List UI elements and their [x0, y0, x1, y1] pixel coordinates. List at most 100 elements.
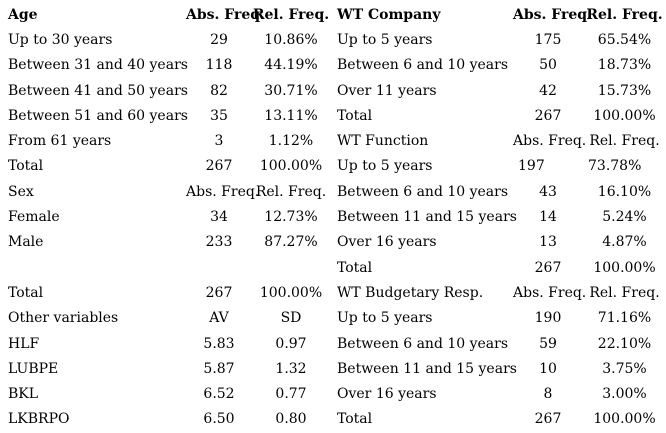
- left-label-cell: Between 31 and 40 years: [8, 57, 188, 74]
- table-row: Between 31 and 40 years 118 44.19% Betwe…: [0, 53, 666, 78]
- left-label-cell: Up to 30 years: [8, 31, 113, 48]
- table-row: Age Abs. Freq. Rel. Freq. WT Company Abs…: [0, 2, 666, 27]
- right-label-cell: Over 16 years: [337, 386, 437, 403]
- table-row: Between 51 and 60 years 35 13.11% Total …: [0, 103, 666, 128]
- left-rel-cell: 1.32: [275, 360, 307, 377]
- left-label-cell: Total: [8, 158, 44, 175]
- right-abs-cell: Abs. Freq.: [513, 284, 587, 301]
- left-rel-cell: SD: [280, 310, 302, 327]
- right-rel-cell: 15.73%: [597, 82, 652, 99]
- left-abs-cell: 5.87: [203, 360, 235, 377]
- left-rel-cell: 1.12%: [268, 133, 314, 150]
- left-rel-cell: Rel. Freq.: [252, 6, 330, 23]
- left-label-cell: Sex: [8, 183, 34, 200]
- right-abs-cell: 50: [539, 57, 557, 74]
- left-rel-cell: 100.00%: [259, 158, 323, 175]
- left-rel-cell: Rel. Freq.: [255, 183, 327, 200]
- left-abs-cell: 29: [210, 31, 228, 48]
- right-abs-cell: 42: [539, 82, 557, 99]
- right-label-cell: Over 11 years: [337, 82, 437, 99]
- left-abs-cell: AV: [209, 310, 229, 327]
- left-abs-cell: 6.52: [203, 386, 235, 403]
- right-rel-cell: 3.00%: [602, 386, 647, 403]
- table-row: HLF 5.83 0.97 Between 6 and 10 years 59 …: [0, 331, 666, 356]
- left-label-cell: BKL: [8, 386, 39, 403]
- right-label-cell: WT Company: [337, 6, 441, 23]
- right-label-cell: Total: [337, 107, 373, 124]
- right-abs-cell: Abs. Freq.: [513, 133, 587, 150]
- left-rel-cell: [252, 255, 330, 280]
- left-abs-cell: 3: [214, 133, 224, 150]
- left-label-cell: Between 41 and 50 years: [8, 82, 188, 99]
- right-label-cell: Total: [337, 259, 373, 276]
- table-row: Female 34 12.73% Between 11 and 15 years…: [0, 204, 666, 229]
- right-label-cell: Up to 5 years: [337, 158, 433, 175]
- left-label-cell: Other variables: [8, 310, 119, 327]
- left-abs-cell: Abs. Freq.: [186, 183, 260, 200]
- right-label-cell: Up to 5 years: [337, 31, 433, 48]
- left-label-cell: Male: [8, 234, 44, 251]
- left-label-cell: HLF: [8, 335, 40, 352]
- right-abs-cell: 10: [539, 360, 557, 377]
- left-rel-cell: 10.86%: [264, 31, 318, 48]
- left-rel-cell: 44.19%: [264, 57, 318, 74]
- table-row: BKL 6.52 0.77 Over 16 years 8 3.00%: [0, 381, 666, 406]
- table-row: LUBPE 5.87 1.32 Between 11 and 15 years …: [0, 356, 666, 381]
- right-rel-cell: 65.54%: [597, 31, 652, 48]
- right-label-cell: Between 11 and 15 years: [337, 360, 517, 377]
- left-rel-cell: 30.71%: [264, 82, 318, 99]
- right-abs-cell: 267: [534, 107, 562, 124]
- right-abs-cell: Abs. Freq.: [513, 6, 592, 23]
- right-rel-cell: 100.00%: [593, 107, 656, 124]
- left-rel-cell: 87.27%: [264, 234, 318, 251]
- right-label-cell: Between 6 and 10 years: [337, 57, 509, 74]
- right-rel-cell: 100.00%: [593, 411, 656, 428]
- right-rel-cell: Rel. Freq.: [589, 133, 660, 150]
- right-abs-cell: 14: [539, 209, 557, 226]
- left-label-cell: Age: [8, 6, 38, 23]
- left-label-cell: LKBRPO: [8, 411, 70, 428]
- right-rel-cell: 71.16%: [597, 310, 652, 327]
- table-row: LKBRPO 6.50 0.80 Total 267 100.00%: [0, 407, 666, 432]
- left-rel-cell: 12.73%: [264, 209, 318, 226]
- left-label-cell: [0, 255, 186, 280]
- right-rel-cell: 16.10%: [597, 183, 652, 200]
- left-rel-cell: 100.00%: [259, 284, 323, 301]
- table-row: Male 233 87.27% Over 16 years 13 4.87%: [0, 230, 666, 255]
- left-abs-cell: 267: [205, 158, 233, 175]
- right-label-cell: Between 6 and 10 years: [337, 183, 509, 200]
- table-row: Total 267 100.00% WT Budgetary Resp. Abs…: [0, 280, 666, 305]
- left-abs-cell: 5.83: [203, 335, 235, 352]
- right-label-cell: WT Function: [337, 133, 429, 150]
- right-rel-cell: 18.73%: [597, 57, 652, 74]
- right-label-cell: WT Budgetary Resp.: [337, 284, 484, 301]
- right-rel-cell: 4.87%: [602, 234, 647, 251]
- left-rel-cell: 0.97: [275, 335, 307, 352]
- left-abs-cell: 267: [205, 284, 233, 301]
- right-rel-cell: 100.00%: [593, 259, 656, 276]
- left-label-cell: Total: [8, 284, 44, 301]
- right-abs-cell: 197: [518, 158, 545, 175]
- table-row: Total 267 100.00% Up to 5 years 197 73.7…: [0, 154, 666, 179]
- left-label-cell: Between 51 and 60 years: [8, 107, 188, 124]
- right-label-cell: Over 16 years: [337, 234, 437, 251]
- table-row: From 61 years 3 1.12% WT Function Abs. F…: [0, 128, 666, 153]
- right-abs-cell: 267: [534, 411, 562, 428]
- left-rel-cell: 0.80: [275, 411, 307, 428]
- right-abs-cell: 8: [543, 386, 553, 403]
- right-rel-cell: Rel. Freq.: [586, 6, 663, 23]
- left-rel-cell: 13.11%: [264, 107, 318, 124]
- left-abs-cell: 118: [205, 57, 233, 74]
- right-label-cell: Between 6 and 10 years: [337, 335, 509, 352]
- right-rel-cell: 5.24%: [602, 209, 647, 226]
- right-rel-cell: 22.10%: [597, 335, 652, 352]
- left-abs-cell: 82: [210, 82, 228, 99]
- table-row: Up to 30 years 29 10.86% Up to 5 years 1…: [0, 27, 666, 52]
- right-label-cell: Total: [337, 411, 373, 428]
- table-row: Total 267 100.00%: [0, 255, 666, 280]
- table-row: Between 41 and 50 years 82 30.71% Over 1…: [0, 78, 666, 103]
- left-abs-cell: 6.50: [203, 411, 235, 428]
- right-abs-cell: 190: [534, 310, 562, 327]
